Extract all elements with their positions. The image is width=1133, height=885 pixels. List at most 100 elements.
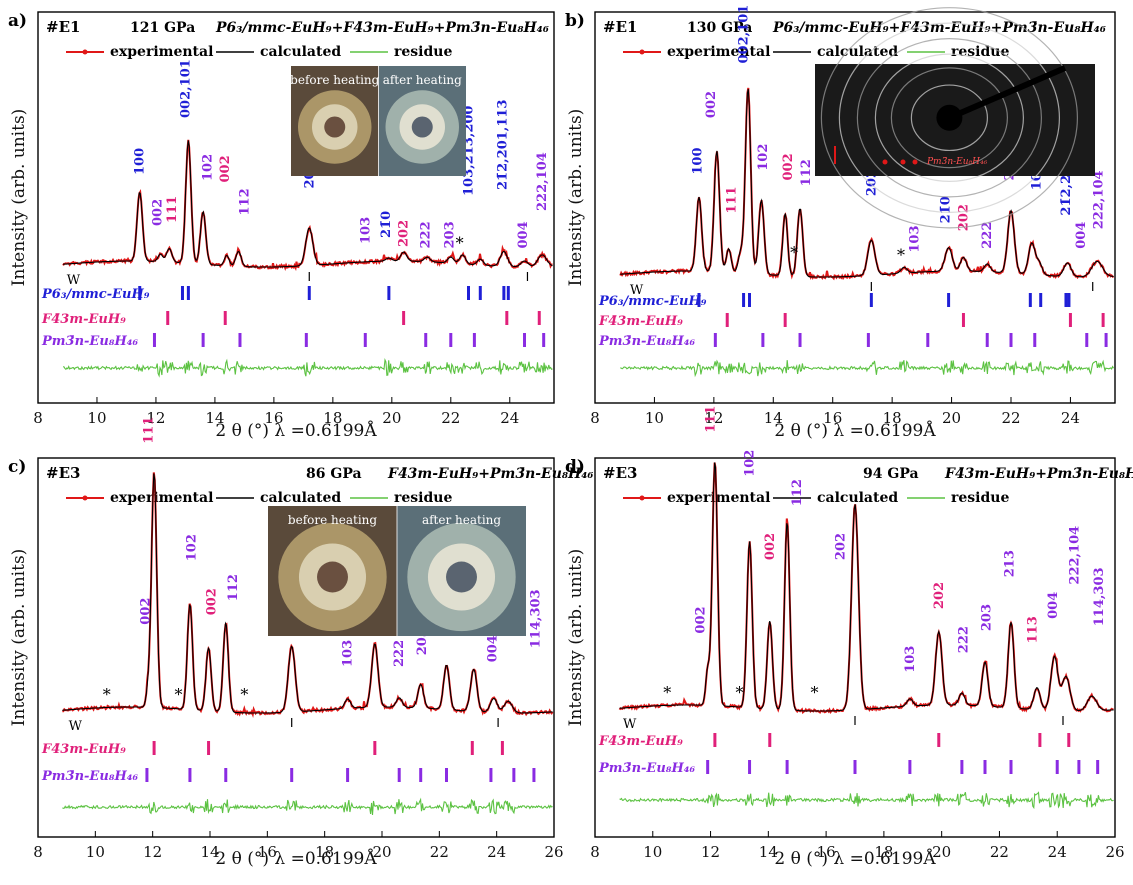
calculated-pattern (619, 462, 1114, 712)
peak-index-label: 21̄0 (379, 211, 394, 238)
y-axis-label: Intensity (arb. units) (9, 109, 29, 287)
x-tick-label: 16 (823, 409, 842, 427)
peak-index-label: 102 (743, 450, 758, 477)
residue-pattern (62, 797, 553, 815)
diffraction-inset: Pm3̄n-Eu₈H₄₆ (815, 7, 1095, 229)
peak-index-label: 213 (1003, 550, 1018, 577)
x-tick-label: 24 (500, 409, 519, 427)
plot-frame (37, 457, 555, 838)
debye-ring (910, 84, 989, 152)
x-tick-label: 18 (874, 843, 893, 861)
x-tick-label: 26 (1105, 843, 1124, 861)
peak-index-label: 002 (218, 155, 233, 182)
legend-residue-label: residue (394, 44, 452, 60)
x-axis-label: 2 θ (°) λ =0.6199Å (215, 420, 377, 441)
peak-index-label: 222,104 (1092, 170, 1107, 229)
w-marker: W (67, 273, 81, 288)
sample-chamber (324, 116, 346, 138)
before-heating-caption: before heating (288, 513, 377, 527)
x-axis-label: 2 θ (°) λ =0.6199Å (774, 420, 936, 441)
x-tick-label: 22 (441, 409, 460, 427)
peak-index-label: 222 (392, 640, 407, 667)
photo-inset: before heating after heating (290, 66, 466, 176)
legend-experimental-label: experimental (667, 44, 770, 60)
panel-3: 8 10 12 14 16 18 20 22 24 26 2 θ (°) λ =0.6199Å Int… (8, 417, 594, 869)
sample-id: #E1 (46, 18, 80, 36)
phase-tick-label: Pm3̄n-Eu₈H₄₆ (598, 334, 695, 349)
peak-index-label: 202 (932, 582, 947, 609)
ring-marker (900, 159, 906, 165)
pressure-label: 86 GPa (306, 466, 362, 482)
peak-index-label: 004 (516, 221, 531, 248)
phase-tick-label: P6₃/mmc-EuH₉ (598, 294, 707, 309)
panel-4: 8 10 12 14 16 18 20 22 24 26 2 θ (°) λ =0.6199Å Int… (565, 406, 1133, 869)
phase-tick-label: F4̄3m-EuH₉ (598, 314, 683, 329)
x-tick-label: 8 (590, 409, 600, 427)
x-tick-label: 18 (323, 409, 342, 427)
peak-index-label: 112 (226, 574, 241, 601)
peak-index-label: 102 (201, 154, 216, 181)
x-tick-label: 18 (315, 843, 334, 861)
pressure-label: 130 GPa (687, 20, 752, 36)
peak-index-label: 100 (691, 148, 706, 175)
before-heating-caption: before heating (290, 73, 379, 87)
legend-calculated-label: calculated (817, 490, 898, 506)
phase-tick-label: F4̄3m-EuH₉ (41, 312, 126, 327)
legend-residue-label: residue (951, 490, 1009, 506)
sample-id: #E1 (603, 18, 637, 36)
panel-letter: c) (8, 457, 26, 477)
peak-index-label: 112 (790, 479, 805, 506)
peak-index-label: 222 (980, 222, 995, 249)
peak-index-label: 203 (979, 604, 994, 631)
debye-ring (820, 7, 1079, 229)
x-tick-label: 8 (33, 843, 43, 861)
legend-experimental-label: experimental (667, 490, 770, 506)
peak-index-label: 102 (756, 144, 771, 171)
plot-frame (594, 457, 1116, 838)
x-tick-label: 22 (1001, 409, 1020, 427)
debye-ring (856, 38, 1043, 198)
impurity-star: * (735, 683, 743, 702)
peak-index-label: 202 (397, 220, 412, 247)
x-tick-label: 8 (33, 409, 43, 427)
peak-index-label: 102 (184, 534, 199, 561)
peak-index-label: 002 (704, 91, 719, 118)
x-tick-label: 10 (645, 409, 664, 427)
sample-id: #E3 (603, 464, 637, 482)
calculated-pattern (63, 140, 553, 268)
legend-experimental-marker (82, 49, 88, 55)
peak-index-label: 004 (1046, 592, 1061, 619)
peak-index-label: 111 (704, 406, 719, 433)
peak-index-label: 002 (781, 153, 796, 180)
calculated-pattern (62, 473, 553, 714)
pressure-label: 94 GPa (863, 466, 919, 482)
panel-letter: d) (565, 457, 585, 477)
phase-tick-label: Pm3̄n-Eu₈H₄₆ (41, 334, 138, 349)
after-heating-caption: after heating (422, 513, 501, 527)
peak-index-label: 002,101 (737, 5, 752, 64)
peak-index-label: 002 (139, 598, 154, 625)
x-tick-label: 10 (87, 409, 106, 427)
x-tick-label: 10 (643, 843, 662, 861)
x-tick-label: 20 (382, 409, 401, 427)
peak-index-label: 002 (693, 606, 708, 633)
peak-index-label: 111 (725, 187, 740, 214)
sample-chamber (411, 116, 433, 138)
peak-index-label: 21̄0 (939, 196, 954, 223)
after-heating-caption: after heating (383, 73, 462, 87)
x-axis-label: 2 θ (°) λ =0.6199Å (774, 848, 936, 869)
peak-index-label: 002,101 (178, 59, 193, 118)
impurity-star: * (790, 243, 798, 262)
residue-pattern (62, 358, 553, 378)
x-tick-label: 8 (590, 843, 600, 861)
sample-chamber (317, 561, 348, 593)
x-axis-label: 2 θ (°) λ =0.6199Å (215, 848, 377, 869)
debye-ring (874, 53, 1025, 183)
legend-experimental-label: experimental (110, 44, 213, 60)
peak-index-label: 103 (907, 226, 922, 253)
peak-index-label: 203 (442, 221, 457, 248)
x-tick-label: 22 (990, 843, 1009, 861)
residue-pattern (619, 791, 1114, 810)
y-axis-label: Intensity (arb. units) (566, 549, 586, 727)
